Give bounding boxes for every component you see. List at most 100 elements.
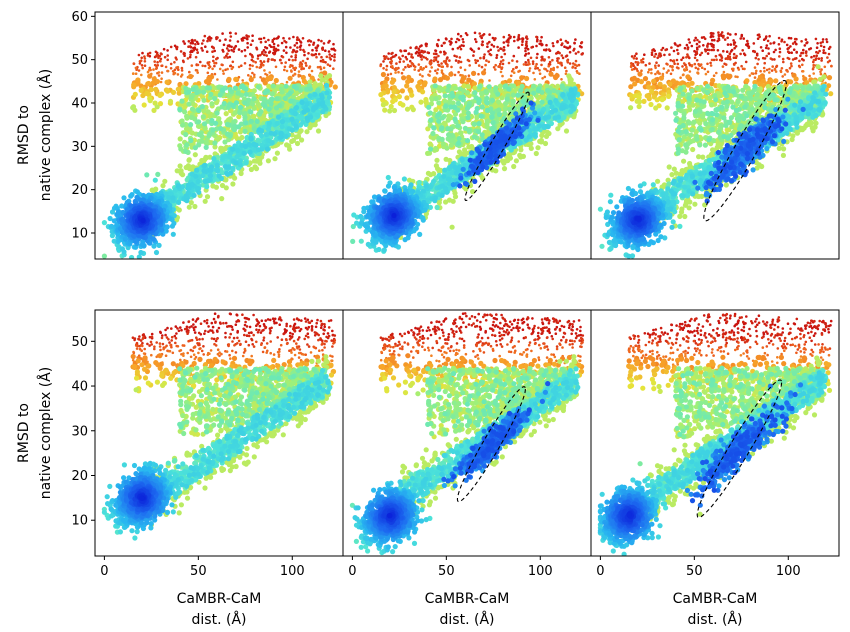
data-point [171, 213, 177, 219]
data-point [434, 157, 440, 163]
data-point [290, 55, 293, 58]
data-point [232, 50, 235, 53]
data-point [502, 41, 506, 44]
data-point [389, 72, 393, 76]
data-point [555, 52, 558, 55]
data-point [143, 55, 146, 58]
data-point [285, 69, 289, 73]
data-point [491, 36, 495, 40]
data-point [156, 242, 162, 248]
data-point [572, 62, 575, 65]
data-point [264, 88, 270, 94]
data-point [483, 53, 486, 56]
data-point [426, 51, 430, 54]
data-point [481, 40, 484, 43]
data-point [498, 87, 504, 94]
data-point [265, 46, 269, 50]
data-point [563, 109, 569, 115]
data-point [185, 163, 191, 169]
data-point [455, 55, 459, 58]
data-point [538, 68, 541, 72]
data-point [159, 52, 163, 55]
data-point [195, 179, 201, 185]
data-point [279, 89, 285, 95]
data-point [324, 49, 327, 52]
data-point [551, 42, 555, 45]
data-point [308, 65, 312, 68]
data-point [313, 104, 319, 111]
data-point [580, 41, 584, 44]
data-point [295, 133, 302, 139]
data-point [538, 72, 542, 75]
data-point [437, 85, 443, 91]
data-point [189, 53, 192, 57]
data-point [548, 60, 552, 64]
data-point [479, 90, 485, 97]
data-point [446, 83, 452, 89]
data-point [428, 70, 432, 73]
data-point [402, 60, 406, 63]
data-point [251, 64, 254, 68]
data-point [472, 90, 478, 96]
data-point [212, 140, 218, 146]
data-point [391, 89, 397, 95]
data-point [556, 40, 559, 44]
data-point [492, 66, 496, 69]
data-point [237, 104, 244, 110]
data-point [446, 113, 453, 119]
data-point [546, 69, 549, 73]
data-point [282, 49, 286, 52]
data-point [248, 67, 252, 71]
data-point [211, 156, 217, 162]
data-point [317, 38, 320, 42]
data-point [243, 91, 249, 97]
data-point [410, 107, 416, 113]
data-point [509, 74, 513, 78]
data-point [298, 87, 304, 93]
data-point [573, 41, 576, 45]
data-point [312, 43, 315, 46]
data-point [506, 86, 512, 92]
data-point [483, 88, 489, 95]
data-point [462, 147, 468, 153]
data-point [202, 162, 208, 168]
data-point [236, 40, 240, 43]
data-point [177, 106, 183, 112]
data-point [427, 146, 434, 152]
data-point [503, 100, 509, 107]
data-point [557, 57, 560, 60]
data-point [293, 72, 297, 76]
data-point [150, 80, 156, 86]
data-point [188, 137, 194, 144]
data-point [495, 91, 501, 97]
data-point [415, 50, 419, 54]
data-point [509, 110, 515, 116]
data-point [250, 113, 256, 119]
data-point [423, 98, 429, 105]
data-point [497, 83, 503, 89]
data-point [485, 59, 488, 62]
data-point [237, 158, 243, 164]
data-point [448, 104, 454, 110]
data-point [563, 66, 567, 69]
data-point [230, 181, 236, 187]
data-point [448, 40, 451, 43]
data-point [574, 66, 577, 70]
data-point [176, 199, 182, 205]
data-point [445, 57, 449, 60]
data-point [261, 113, 267, 119]
data-point [490, 43, 494, 47]
data-point [215, 57, 218, 61]
data-point [180, 66, 184, 70]
data-point [518, 87, 524, 93]
data-point [251, 39, 254, 42]
data-point [398, 60, 402, 64]
data-point [545, 43, 548, 47]
data-point [153, 249, 160, 256]
data-point [420, 58, 424, 61]
data-point [465, 83, 471, 90]
data-point [239, 134, 245, 141]
data-point [292, 35, 295, 39]
data-point [445, 107, 451, 113]
data-point [543, 58, 546, 61]
